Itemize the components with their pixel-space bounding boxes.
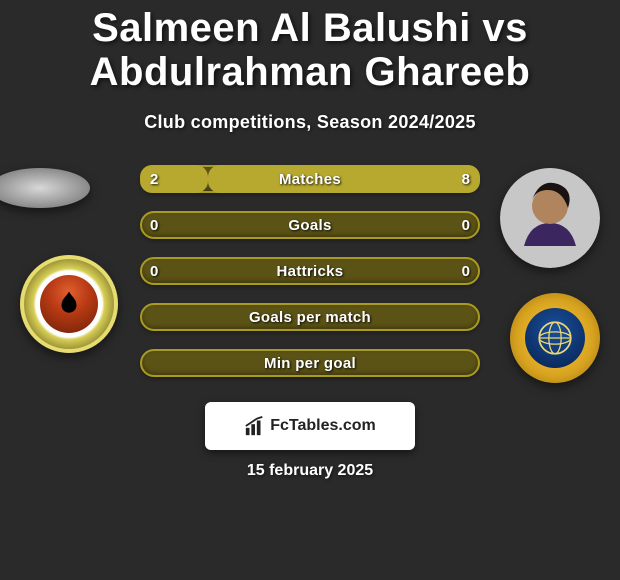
- player-left-avatar: [0, 168, 90, 208]
- person-icon: [500, 168, 600, 268]
- stat-row: Min per goal: [140, 349, 480, 377]
- bar-value-right: 0: [452, 211, 480, 239]
- page-title: Salmeen Al Balushi vs Abdulrahman Gharee…: [0, 0, 620, 94]
- stat-row: Hattricks0 0: [140, 257, 480, 285]
- bar-value-right: 8: [452, 165, 480, 193]
- bar-label: Hattricks: [140, 257, 480, 285]
- bar-value-right: 0: [452, 257, 480, 285]
- bar-value-left: 0: [140, 257, 168, 285]
- stat-row: Matches2 8: [140, 165, 480, 193]
- branding-block: FcTables.com: [205, 402, 415, 450]
- stat-bars: Matches28Goals00Hattricks00Goals per mat…: [140, 165, 480, 395]
- bar-label: Matches: [140, 165, 480, 193]
- page-subtitle: Club competitions, Season 2024/2025: [0, 112, 620, 133]
- chart-icon: [244, 415, 266, 437]
- bar-value-left: 2: [140, 165, 168, 193]
- bar-label: Min per goal: [140, 349, 480, 377]
- flame-icon: [40, 275, 98, 333]
- stat-row: Goals per match: [140, 303, 480, 331]
- bar-label: Goals: [140, 211, 480, 239]
- player-right-avatar: [500, 168, 600, 268]
- stats-area: Matches28Goals00Hattricks00Goals per mat…: [0, 173, 620, 433]
- globe-icon: [534, 317, 576, 359]
- club-right-badge: [510, 293, 600, 383]
- club-left-badge: [20, 255, 118, 353]
- stat-row: Goals0 0: [140, 211, 480, 239]
- footer-date: 15 february 2025: [0, 462, 620, 480]
- bar-label: Goals per match: [140, 303, 480, 331]
- bar-value-left: 0: [140, 211, 168, 239]
- branding-text: FcTables.com: [270, 417, 376, 435]
